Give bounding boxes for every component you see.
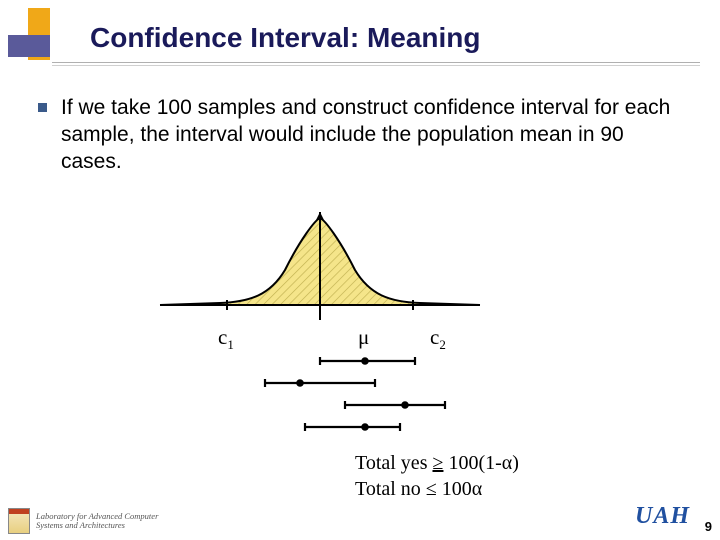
bell-curve-svg: [120, 210, 520, 330]
bell-curve-diagram: [120, 210, 520, 330]
lab-name: Laboratory for Advanced Computer Systems…: [36, 512, 158, 531]
total-no-line: Total no ≤ 100α: [355, 476, 519, 502]
label-c1: c1: [218, 325, 234, 353]
total-yes-line: Total yes ≥ 100(1-α): [355, 450, 519, 476]
intervals-svg: [235, 355, 455, 445]
corner-purple-block: [8, 35, 50, 57]
bullet-text: If we take 100 samples and construct con…: [61, 95, 690, 176]
title-underline-2: [52, 65, 700, 66]
corner-decoration: [0, 0, 55, 75]
footer-left: Laboratory for Advanced Computer Systems…: [8, 508, 158, 534]
content-area: If we take 100 samples and construct con…: [38, 95, 690, 176]
totals-text: Total yes ≥ 100(1-α) Total no ≤ 100α: [355, 450, 519, 502]
title-underline-1: [52, 62, 700, 63]
page-number: 9: [705, 519, 712, 534]
bullet-item: If we take 100 samples and construct con…: [38, 95, 690, 176]
page-title: Confidence Interval: Meaning: [90, 22, 700, 54]
title-area: Confidence Interval: Meaning: [90, 22, 700, 54]
bullet-icon: [38, 103, 47, 112]
lab-logo-icon: [8, 508, 30, 534]
label-mu: μ: [358, 325, 369, 350]
label-c2: c2: [430, 325, 446, 353]
uah-logo: UAH: [635, 503, 690, 530]
sample-intervals: [235, 355, 455, 445]
